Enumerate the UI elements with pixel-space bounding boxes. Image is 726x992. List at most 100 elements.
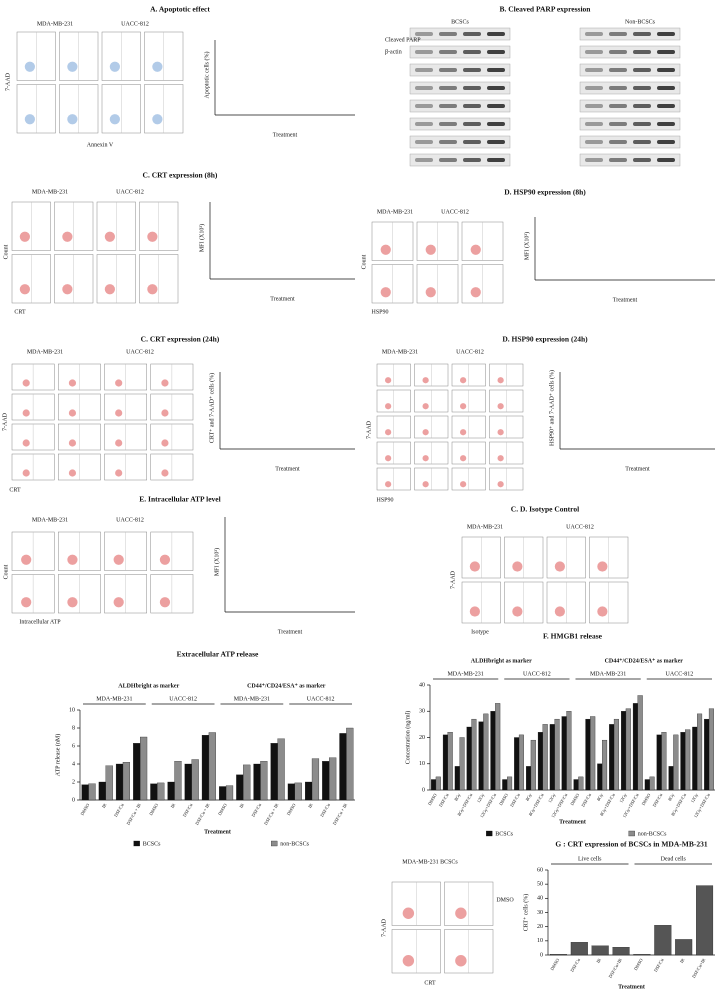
- blot-band: [585, 140, 603, 144]
- bar: [526, 766, 532, 791]
- event-cluster: [104, 284, 115, 295]
- blot-strip: [409, 135, 511, 149]
- blot-band: [585, 50, 603, 54]
- panel-title: C. CRT expression (24h): [141, 335, 220, 344]
- blot-band: [609, 104, 627, 108]
- bar: [122, 762, 130, 801]
- bar: [602, 739, 608, 791]
- chart-title: Extracellular ATP release: [177, 650, 259, 659]
- panel-label: 7-AAD: [5, 72, 11, 91]
- event-cluster: [422, 377, 429, 384]
- group-header: CD44⁺/CD24/ESA⁺ as marker: [605, 657, 684, 664]
- bar: [483, 713, 489, 791]
- bar: [507, 776, 513, 791]
- panel-label: MDA-MB-231: [32, 517, 68, 523]
- blot-band: [657, 122, 675, 126]
- x-tick-label: IR: [679, 958, 686, 964]
- event-cluster: [402, 955, 415, 967]
- y-tick-label: 60: [537, 867, 543, 873]
- blot-band: [657, 86, 675, 90]
- group-header: ALDHbright as marker: [471, 658, 532, 664]
- bar: [537, 732, 543, 791]
- event-cluster: [67, 114, 78, 125]
- bar: [633, 954, 651, 956]
- bar: [554, 718, 560, 791]
- event-cluster: [68, 379, 77, 387]
- blot-band: [439, 104, 457, 108]
- event-cluster: [68, 469, 77, 477]
- event-cluster: [115, 469, 123, 477]
- event-cluster: [422, 403, 429, 410]
- blot-band: [415, 122, 433, 126]
- bar: [471, 718, 477, 791]
- event-cluster: [147, 231, 158, 242]
- legend-swatch: [271, 840, 278, 847]
- event-cluster: [460, 429, 467, 436]
- y-tick-label: 40: [537, 896, 543, 902]
- bar: [81, 784, 89, 801]
- x-tick-label: 12Gy: [476, 792, 486, 804]
- x-axis-label: Treatment: [278, 629, 303, 635]
- event-cluster: [385, 455, 392, 462]
- bar: [435, 776, 441, 791]
- blot-band: [609, 32, 627, 36]
- event-cluster: [21, 597, 32, 608]
- event-cluster: [425, 244, 436, 255]
- blot-band: [585, 86, 603, 90]
- bar: [191, 759, 199, 801]
- blot-band: [585, 158, 603, 162]
- panel-label: Count: [361, 254, 367, 269]
- bar: [260, 761, 268, 801]
- chart-title: G : CRT expression of BCSCs in MDA-MB-23…: [555, 840, 707, 849]
- blot-band: [633, 68, 651, 72]
- group-label: UACC-812: [523, 671, 551, 677]
- legend-swatch: [133, 840, 140, 847]
- panel-label: UACC-812: [116, 517, 144, 523]
- panel-label: Annexin V: [87, 142, 114, 148]
- event-cluster: [460, 377, 467, 384]
- event-cluster: [385, 403, 392, 410]
- y-tick-label: 6: [72, 743, 75, 749]
- event-cluster: [497, 377, 504, 384]
- y-axis-label: MFI (X10³): [523, 232, 530, 260]
- bar: [590, 716, 596, 791]
- event-cluster: [161, 469, 169, 477]
- event-cluster: [554, 561, 565, 572]
- y-tick-label: 30: [419, 709, 425, 715]
- panel-label: MDA-MB-231: [377, 209, 413, 215]
- bar: [632, 703, 638, 791]
- bar: [591, 945, 609, 956]
- panel-title: A. Apoptotic effect: [150, 5, 210, 14]
- x-axis-label: Treatment: [273, 132, 298, 138]
- y-tick-label: 4: [72, 761, 75, 767]
- y-axis-label: CRT⁺ cells (%): [522, 894, 529, 931]
- x-tick-label: 8Gy: [667, 792, 676, 802]
- x-tick-label: DMSO: [633, 957, 644, 971]
- bar: [253, 763, 261, 801]
- bar: [459, 737, 465, 791]
- blot-band: [633, 122, 651, 126]
- bar: [270, 743, 278, 801]
- y-axis-label: MFI (X10³): [213, 548, 220, 576]
- group-header: ALDHbright as marker: [118, 683, 179, 689]
- blot-band: [439, 32, 457, 36]
- event-cluster: [62, 284, 73, 295]
- event-cluster: [62, 231, 73, 242]
- bar: [133, 743, 141, 801]
- bar: [570, 942, 588, 956]
- bar: [708, 708, 714, 791]
- event-cluster: [470, 244, 481, 255]
- legend-label: non-BCSCs: [638, 831, 667, 837]
- group-label: Live cells: [578, 856, 602, 862]
- bar: [625, 708, 631, 791]
- x-tick-label: DMSO: [549, 957, 560, 971]
- y-tick-label: 8: [72, 725, 75, 731]
- event-cluster: [113, 554, 124, 565]
- event-cluster: [455, 907, 467, 919]
- group-label: MDA-MB-231: [234, 696, 270, 702]
- blot-band: [585, 122, 603, 126]
- event-cluster: [385, 429, 392, 436]
- blot-band: [633, 86, 651, 90]
- blot-band: [439, 140, 457, 144]
